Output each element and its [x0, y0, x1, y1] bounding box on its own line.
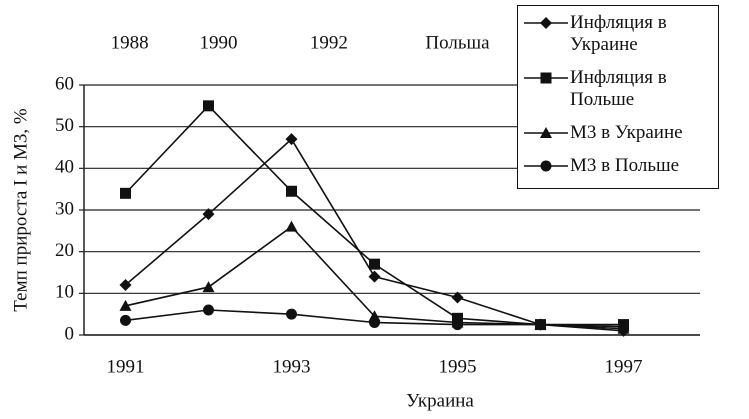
legend-item: M3 в Украине [522, 122, 714, 144]
marker [451, 291, 464, 304]
marker [540, 72, 552, 84]
marker [540, 160, 552, 172]
marker [540, 127, 552, 138]
marker [120, 187, 131, 199]
marker [285, 220, 298, 232]
legend-icon [524, 72, 568, 84]
marker [203, 304, 214, 316]
legend-item: Инфляция в Украине [522, 12, 714, 56]
y-tick-label: 0 [65, 323, 75, 344]
marker [119, 279, 132, 291]
top-label: 1988 [111, 32, 149, 53]
top-label: 1992 [310, 32, 348, 53]
legend-label: Инфляция в Польше [570, 67, 667, 110]
y-tick-label: 30 [55, 198, 74, 219]
legend-icon [524, 160, 568, 172]
marker [535, 319, 546, 331]
legend-label: Инфляция в Украине [570, 12, 667, 55]
marker [369, 317, 380, 328]
marker [120, 314, 131, 326]
legend: Инфляция в Украине Инфляция в Польше M3 в … [517, 5, 719, 189]
legend-label: M3 в Польше [570, 155, 680, 176]
legend-icon [524, 127, 568, 138]
y-tick-label: 40 [55, 157, 74, 178]
marker [202, 208, 215, 221]
top-label: 1990 [199, 32, 237, 53]
marker [202, 281, 215, 293]
marker [285, 133, 298, 146]
y-axis-label: Темп прироста I и M3, % [10, 108, 31, 312]
legend-item: Инфляция в Польше [522, 67, 714, 111]
legend-label: M3 в Украине [570, 122, 683, 143]
x-tick-label: 1995 [439, 356, 477, 377]
marker [540, 17, 552, 29]
y-tick-label: 60 [55, 73, 74, 94]
legend-item: M3 в Польше [522, 155, 714, 177]
y-tick-label: 50 [55, 115, 74, 136]
legend-icon [524, 17, 568, 29]
marker [119, 299, 132, 311]
x-tick-label: 1993 [273, 356, 311, 377]
marker [286, 308, 297, 320]
marker [452, 319, 463, 331]
y-tick-label: 20 [55, 240, 74, 261]
marker [286, 185, 297, 197]
marker [368, 270, 381, 283]
x-axis-label: Украина [406, 390, 474, 411]
top-label: Польша [425, 32, 490, 53]
marker [203, 100, 214, 112]
x-tick-label: 1991 [107, 356, 145, 377]
y-tick-label: 10 [55, 282, 74, 303]
marker [369, 258, 380, 270]
marker [618, 321, 629, 333]
x-tick-label: 1997 [605, 356, 643, 377]
